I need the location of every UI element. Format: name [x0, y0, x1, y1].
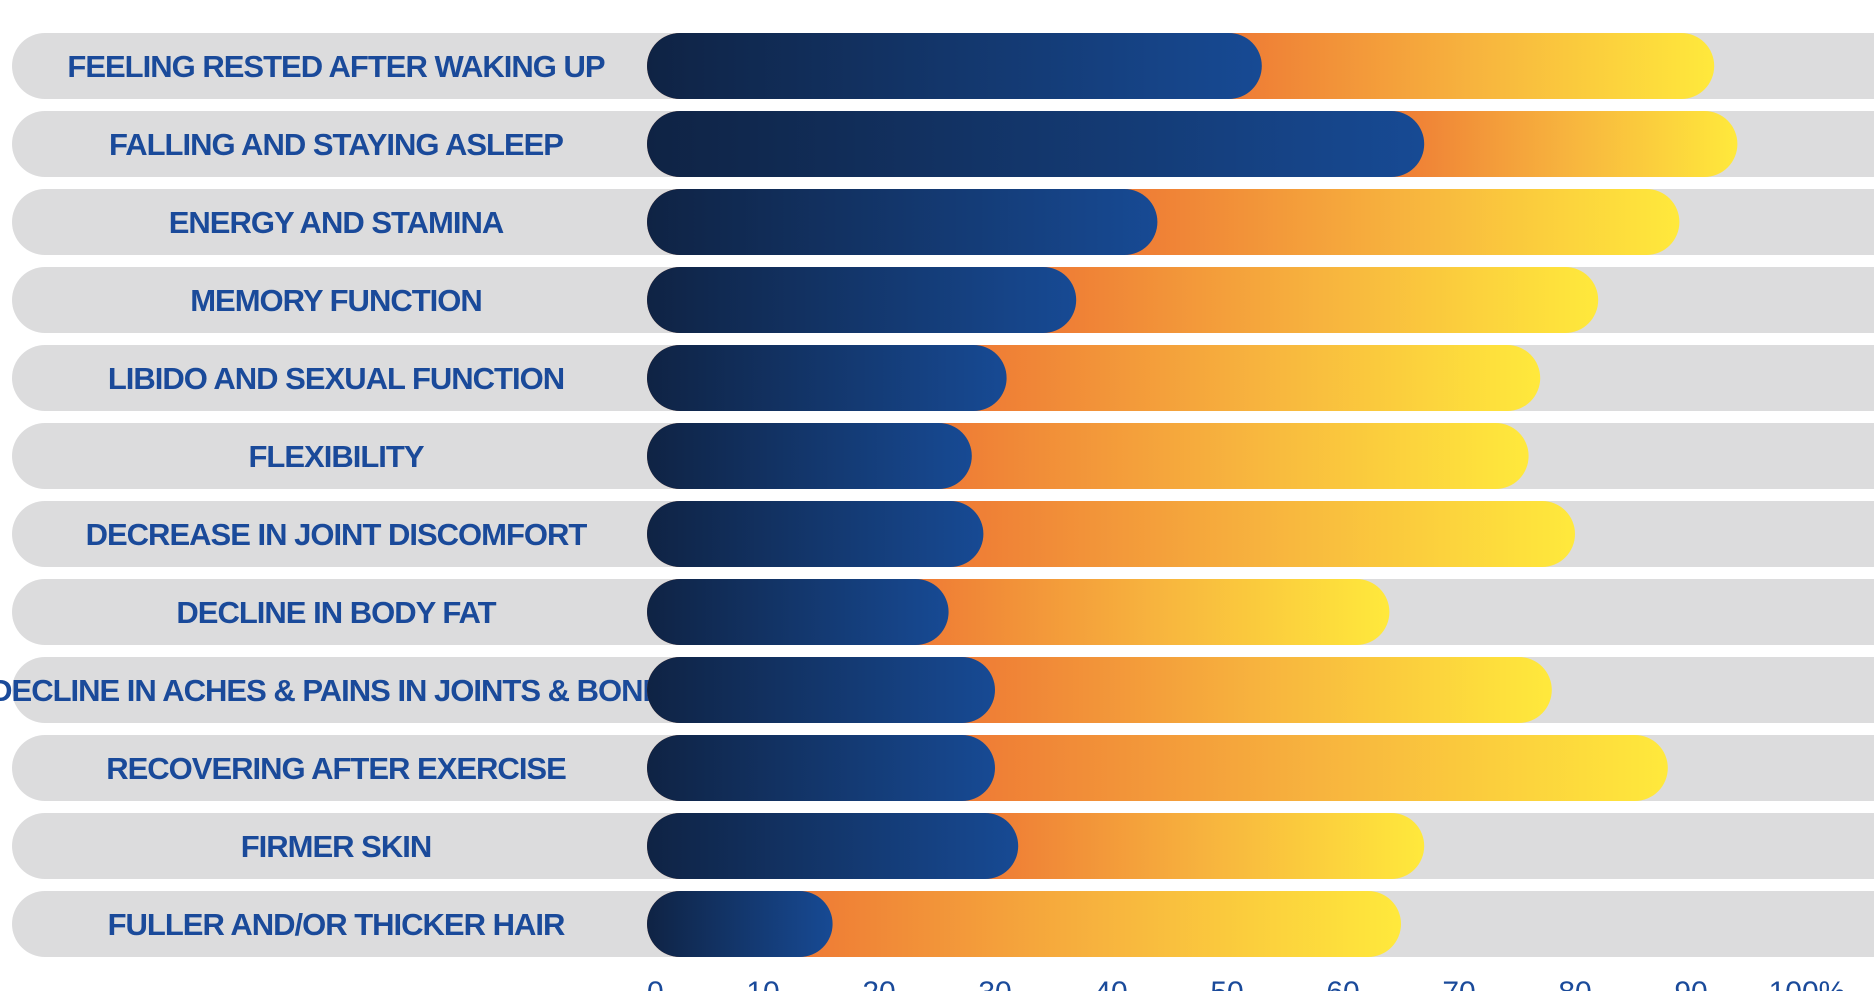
category-label: DECREASE IN JOINT DISCOMFORT — [86, 517, 588, 552]
bar-series-1 — [647, 813, 1019, 879]
category-label: FIRMER SKIN — [241, 829, 432, 864]
category-label: FALLING AND STAYING ASLEEP — [109, 127, 563, 162]
bar-series-1 — [647, 423, 972, 489]
x-tick-label: 90 — [1674, 976, 1707, 991]
bar-series-1 — [647, 657, 995, 723]
bar-series-1 — [647, 33, 1262, 99]
x-tick-label: 40 — [1094, 976, 1127, 991]
bar-series-1 — [647, 345, 1007, 411]
category-label: LIBIDO AND SEXUAL FUNCTION — [108, 361, 564, 396]
x-tick-label: 0 — [647, 976, 664, 991]
bar-series-1 — [647, 189, 1158, 255]
bar-series-1 — [647, 267, 1077, 333]
x-tick-label: 30 — [978, 976, 1011, 991]
bar-series-1 — [647, 111, 1425, 177]
x-axis-ticks: 0 10 20 30 40 50 60 70 80 90 100% — [647, 976, 1845, 991]
x-tick-label: 20 — [862, 976, 895, 991]
x-tick-label: 10 — [746, 976, 779, 991]
bar-series-1 — [647, 501, 984, 567]
category-label: DECLINE IN BODY FAT — [176, 595, 496, 630]
series-1-bars — [647, 33, 1425, 957]
x-tick-label: 100% — [1769, 976, 1846, 991]
x-tick-label: 50 — [1210, 976, 1243, 991]
x-tick-label: 60 — [1326, 976, 1359, 991]
category-label: FULLER AND/OR THICKER HAIR — [108, 907, 565, 942]
bar-series-1 — [647, 735, 995, 801]
category-label: DECLINE IN ACHES & PAINS IN JOINTS & BON… — [0, 673, 682, 708]
category-label: RECOVERING AFTER EXERCISE — [106, 751, 566, 786]
category-label: FLEXIBILITY — [249, 439, 425, 474]
category-label: FEELING RESTED AFTER WAKING UP — [67, 49, 605, 84]
category-labels: FEELING RESTED AFTER WAKING UP FALLING AN… — [0, 49, 683, 942]
category-label: ENERGY AND STAMINA — [169, 205, 504, 240]
x-tick-label: 80 — [1558, 976, 1591, 991]
bar-series-1 — [647, 579, 949, 645]
bar-series-2 — [647, 891, 1401, 957]
x-tick-label: 70 — [1442, 976, 1475, 991]
bar-series-1 — [647, 891, 833, 957]
category-label: MEMORY FUNCTION — [190, 283, 482, 318]
